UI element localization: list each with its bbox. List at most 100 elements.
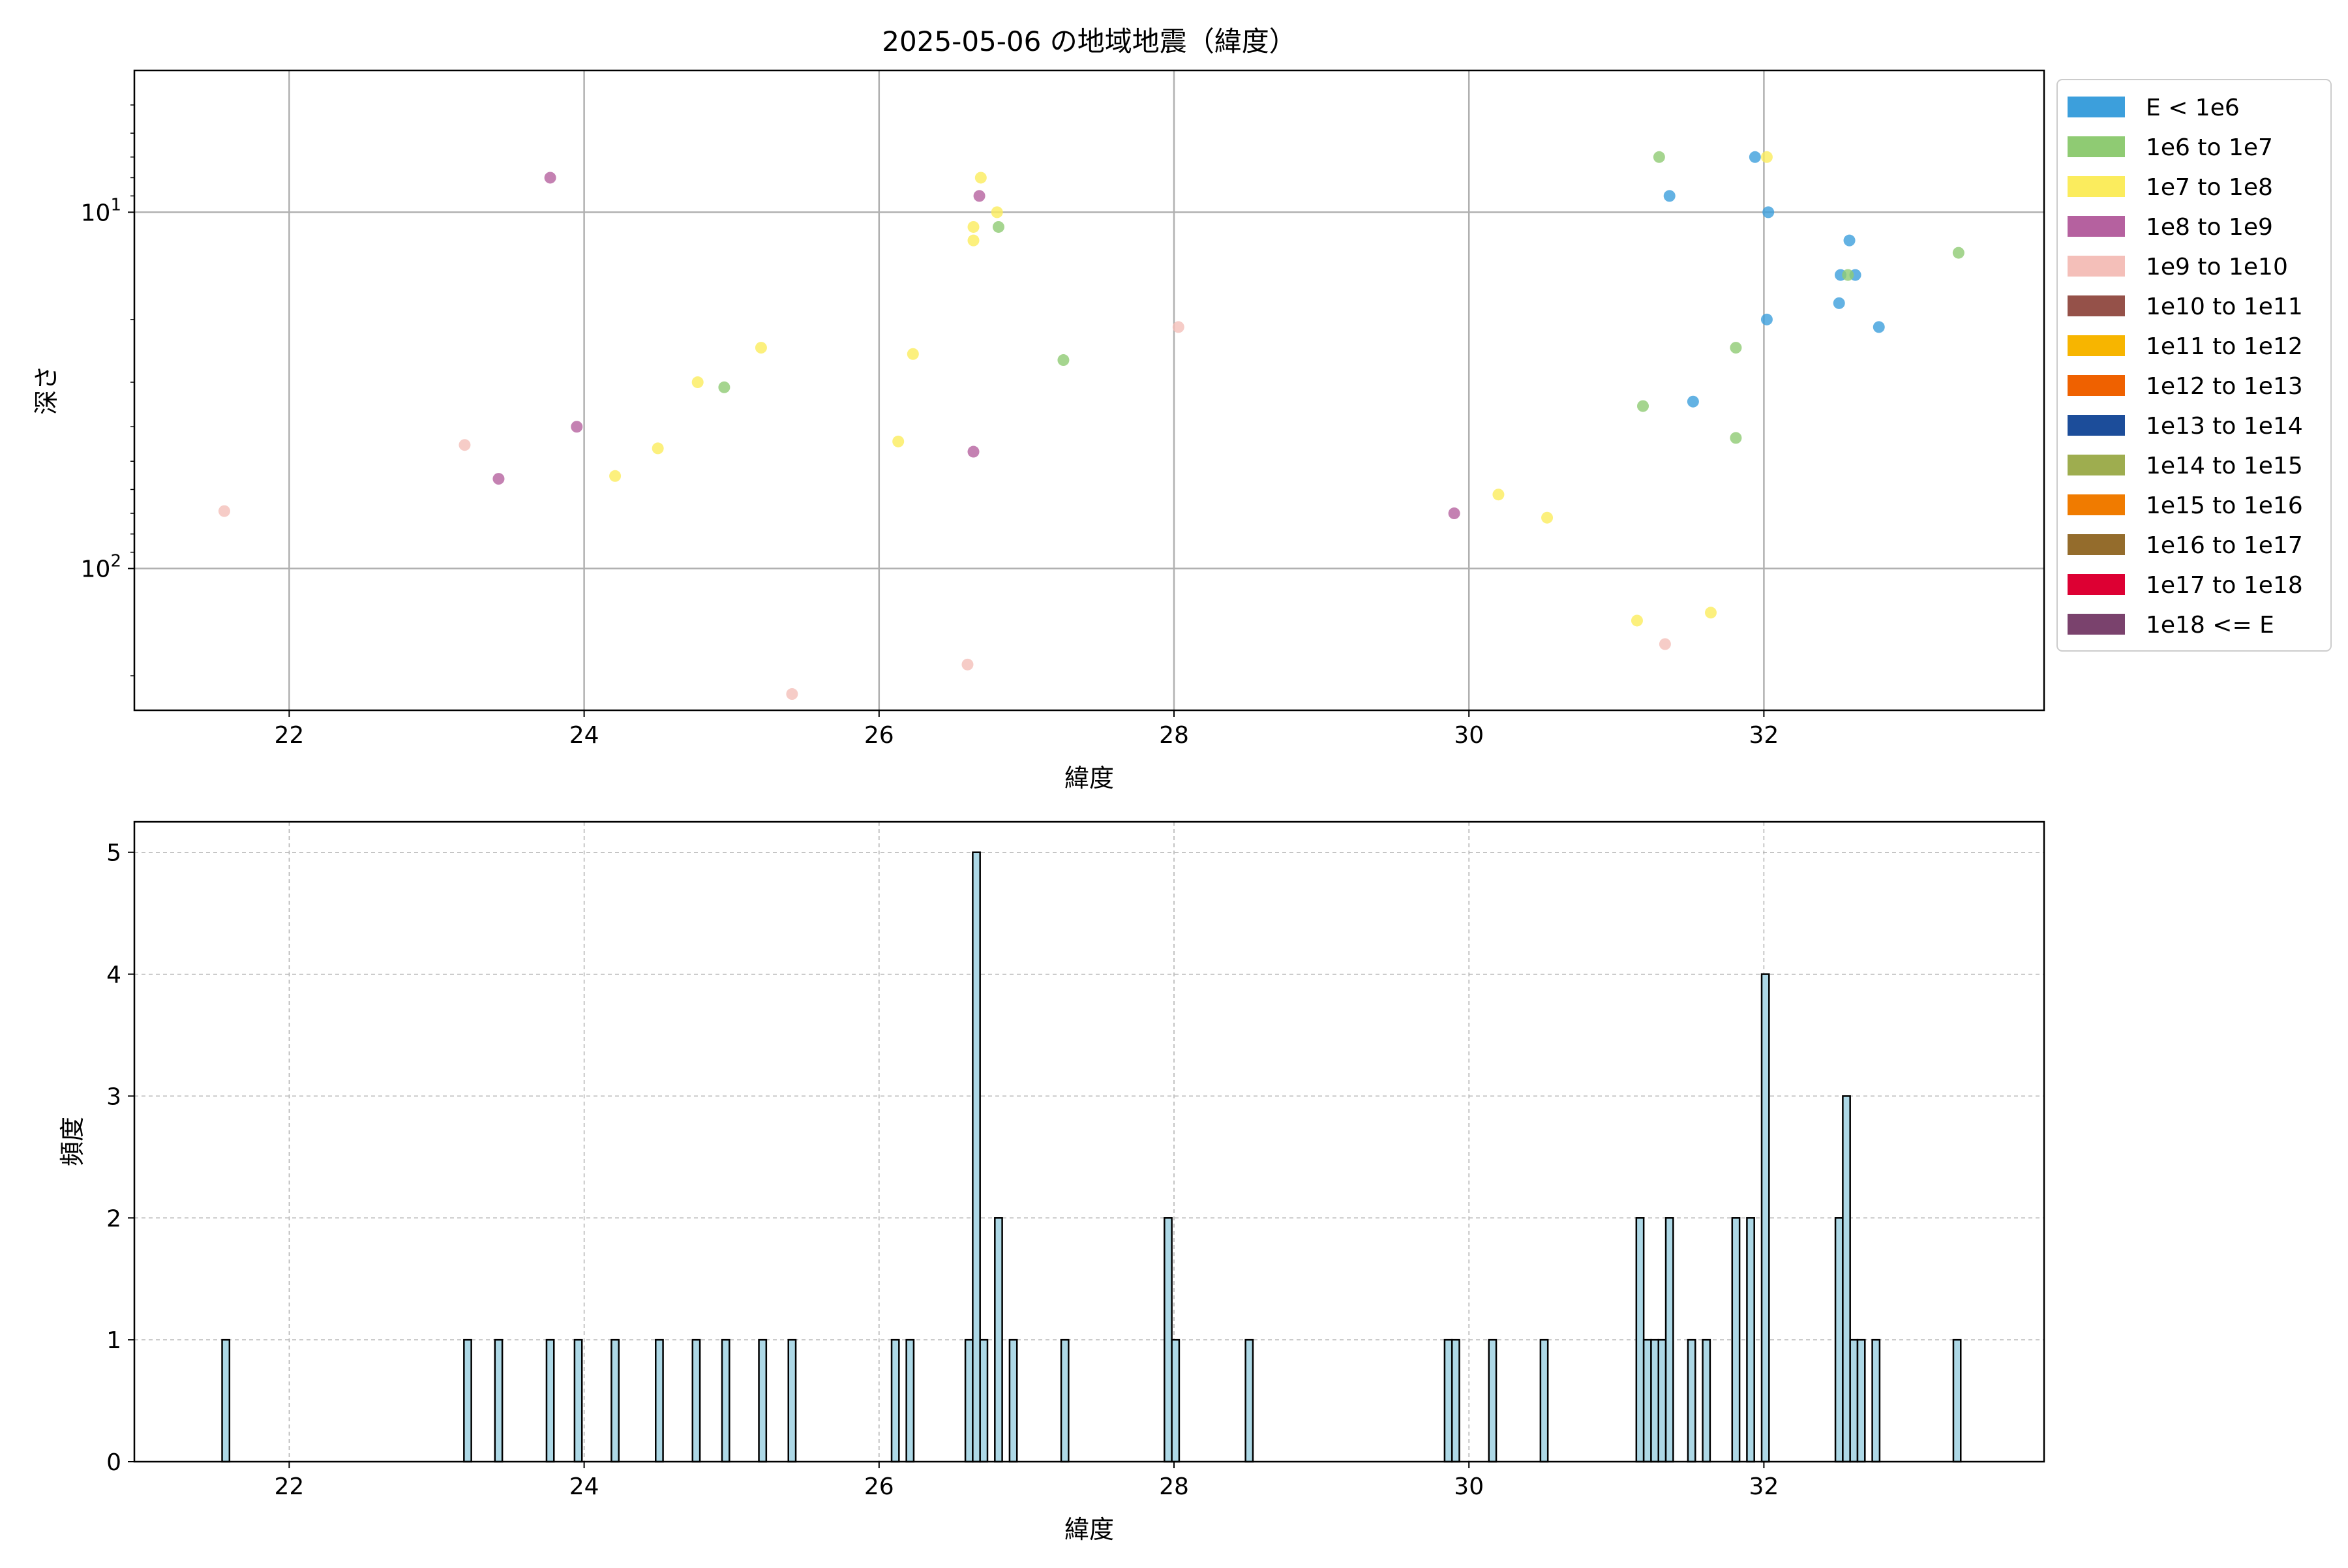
legend-swatch-1e17-to-1e18 [2068, 574, 2125, 595]
scatter-point-e-1e6 [1760, 313, 1773, 325]
scatter-y-ticks: 101 102 [81, 104, 134, 676]
legend-label-1e11-to-1e12: 1e11 to 1e12 [2146, 333, 2303, 360]
histogram-bar [655, 1338, 664, 1463]
scatter-y-axis-label: 深さ [32, 365, 61, 415]
scatter-point-1e6-to-1e7 [1637, 400, 1649, 412]
scatter-point-1e9-to-1e10 [786, 688, 798, 701]
scatter-point-1e6-to-1e7 [1730, 432, 1742, 444]
scatter-x-axis-label: 緯度 [1064, 764, 1114, 792]
scatter-point-1e9-to-1e10 [1659, 638, 1671, 650]
scatter-point-1e8-to-1e9 [1448, 507, 1460, 520]
histogram-bar [787, 1338, 797, 1463]
histogram-bar [1746, 1217, 1755, 1463]
histogram-grid [134, 822, 2044, 1462]
histogram-bar [1731, 1217, 1741, 1463]
scatter-point-1e9-to-1e10 [218, 505, 230, 517]
legend-label-1e17-to-1e18: 1e17 to 1e18 [2146, 572, 2303, 599]
legend-swatch-1e18-e [2068, 614, 2125, 635]
scatter-point-1e7-to-1e8 [1705, 607, 1717, 619]
scatter-point-1e7-to-1e8 [907, 348, 919, 360]
scatter-x-tick-label: 22 [274, 722, 304, 749]
histogram-bar [1451, 1338, 1460, 1463]
scatter-point-1e7-to-1e8 [1760, 151, 1773, 163]
histogram-x-axis-label: 緯度 [1064, 1515, 1114, 1544]
legend-label-1e13-to-1e14: 1e13 to 1e14 [2146, 413, 2303, 440]
scatter-point-1e7-to-1e8 [991, 206, 1003, 219]
scatter-point-e-1e6 [1762, 206, 1775, 219]
histogram-axes-frame [133, 821, 2045, 1463]
scatter-point-1e6-to-1e7 [1653, 151, 1665, 163]
histogram-x-tick-label: 28 [1159, 1473, 1189, 1500]
legend-label-1e18-e: 1e18 <= E [2146, 612, 2274, 639]
scatter-point-1e8-to-1e9 [973, 190, 986, 202]
legend-swatch-1e12-to-1e13 [2068, 375, 2125, 396]
legend-label-1e12-to-1e13: 1e12 to 1e13 [2146, 373, 2303, 400]
histogram-bar [1871, 1338, 1881, 1463]
scatter-y-tick-label: 102 [81, 552, 121, 583]
histogram-bar [1244, 1338, 1254, 1463]
histogram-bar [758, 1338, 768, 1463]
histogram-bar [1164, 1217, 1173, 1463]
histogram-panel: 22 24 26 28 30 32 0 1 2 3 4 5 緯度 頻度 [58, 821, 2045, 1544]
scatter-point-1e8-to-1e9 [967, 445, 980, 458]
histogram-bar [1060, 1338, 1070, 1463]
histogram-y-tick-label: 2 [106, 1205, 121, 1232]
histogram-y-tick-label: 5 [106, 840, 121, 867]
legend-swatch-1e9-to-1e10 [2068, 256, 2125, 277]
histogram-x-tick-label: 32 [1749, 1473, 1779, 1500]
scatter-x-tick-label: 32 [1749, 722, 1779, 749]
scatter-points [218, 151, 1964, 701]
legend-swatch-1e15-to-1e16 [2068, 494, 2125, 515]
histogram-axes-background [134, 822, 2044, 1462]
scatter-axes-background [134, 70, 2044, 710]
scatter-point-1e7-to-1e8 [967, 234, 980, 247]
legend-swatch-1e16-to-1e17 [2068, 534, 2125, 555]
histogram-y-axis-label: 頻度 [58, 1117, 87, 1166]
histogram-x-tick-label: 26 [864, 1473, 894, 1500]
scatter-point-1e7-to-1e8 [609, 470, 622, 482]
scatter-point-1e8-to-1e9 [544, 172, 556, 184]
scatter-x-ticks: 22 24 26 28 30 32 [274, 710, 1779, 749]
scatter-axes-frame [133, 69, 2045, 712]
scatter-x-tick-label: 30 [1454, 722, 1484, 749]
histogram-bar [1849, 1338, 1859, 1463]
scatter-point-1e9-to-1e10 [459, 439, 471, 451]
scatter-point-1e9-to-1e10 [1172, 321, 1184, 333]
scatter-point-e-1e6 [1663, 190, 1676, 202]
legend-label-1e9-to-1e10: 1e9 to 1e10 [2146, 254, 2288, 280]
histogram-y-tick-label: 3 [106, 1083, 121, 1110]
histogram-bar [890, 1338, 900, 1463]
histogram-bar [691, 1338, 701, 1463]
histogram-bar [972, 851, 981, 1463]
histogram-bar [1702, 1338, 1711, 1463]
scatter-point-1e7-to-1e8 [892, 435, 905, 447]
histogram-bar [463, 1338, 472, 1463]
histogram-y-tick-label: 0 [106, 1449, 121, 1476]
legend-items: E < 1e6 1e6 to 1e7 1e7 to 1e8 1e8 to 1e9 1e9… [2068, 95, 2303, 639]
legend-label-1e7-to-1e8: 1e7 to 1e8 [2146, 174, 2273, 201]
scatter-x-tick-label: 26 [864, 722, 894, 749]
histogram-bar [1687, 1338, 1696, 1463]
scatter-point-1e6-to-1e7 [1730, 342, 1742, 354]
scatter-point-1e7-to-1e8 [974, 172, 987, 184]
scatter-panel: 22 24 26 28 30 32 101 102 2025-05-06 の地域地震（緯度）… [32, 25, 2045, 792]
histogram-bar [964, 1338, 974, 1463]
scatter-point-1e7-to-1e8 [1631, 614, 1643, 627]
histogram-bar [573, 1338, 583, 1463]
legend-frame [2056, 79, 2332, 652]
scatter-x-tick-label: 24 [569, 722, 599, 749]
scatter-point-1e7-to-1e8 [691, 376, 704, 389]
scatter-point-1e6-to-1e7 [1842, 269, 1854, 281]
scatter-point-1e9-to-1e10 [961, 658, 974, 671]
histogram-x-tick-label: 30 [1454, 1473, 1484, 1500]
legend-swatch-1e13-to-1e14 [2068, 415, 2125, 436]
legend-swatch-e-1e6 [2068, 97, 2125, 117]
scatter-point-1e6-to-1e7 [1057, 354, 1070, 367]
histogram-y-ticks: 0 1 2 3 4 5 [106, 840, 134, 1476]
histogram-bar [1443, 1338, 1453, 1463]
histogram-bar [979, 1338, 989, 1463]
histogram-bar [994, 1217, 1003, 1463]
histogram-y-tick-label: 1 [106, 1327, 121, 1354]
